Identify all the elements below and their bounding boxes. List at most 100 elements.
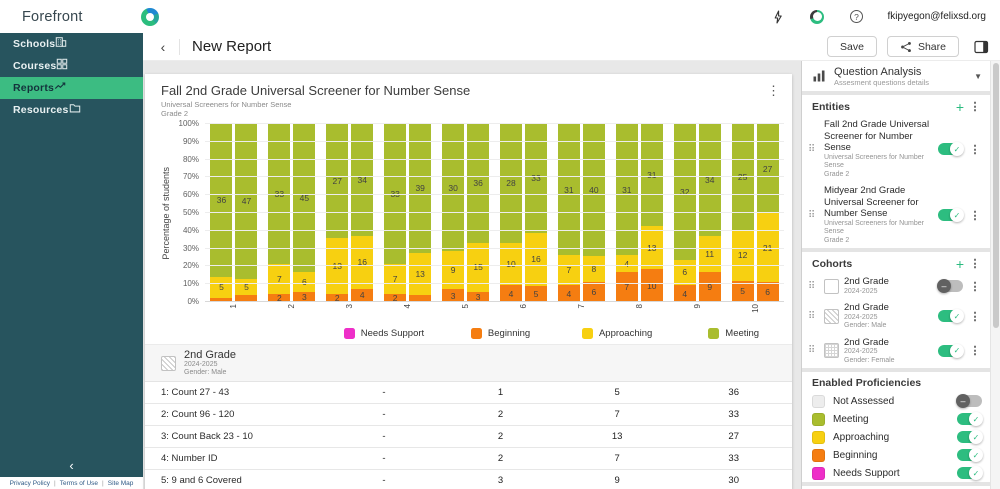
stacked-bar[interactable]: 30 9 3	[442, 124, 465, 302]
privacy-policy-link[interactable]: Privacy Policy	[9, 479, 51, 487]
stacked-bar[interactable]: 34 16 4	[351, 124, 374, 302]
drag-handle-icon[interactable]: ⠿	[808, 310, 816, 322]
toggle-on[interactable]: ✓	[957, 412, 983, 426]
cohort-menu-kebab-icon[interactable]: ⋮	[969, 345, 981, 358]
save-button[interactable]: Save	[827, 36, 877, 57]
segment-value: 28	[506, 178, 516, 189]
stacked-bar[interactable]: 33 7 2	[268, 124, 291, 303]
toggle-on[interactable]: ✓	[938, 208, 964, 222]
proficiency-item[interactable]: Needs Support ✓	[802, 464, 990, 482]
user-email[interactable]: fkipyegon@felixsd.org	[887, 11, 986, 22]
scrollbar-thumb[interactable]	[992, 63, 999, 328]
resources-icon	[69, 101, 81, 119]
stacked-bar[interactable]: 45 6 3	[293, 124, 316, 302]
share-button[interactable]: Share	[886, 36, 959, 57]
lightning-icon[interactable]	[770, 9, 786, 25]
toggle-on[interactable]: ✓	[957, 448, 983, 462]
toggle-off[interactable]: –	[937, 279, 963, 293]
table-row[interactable]: 2: Count 96 - 120 - 2 7 33	[145, 404, 792, 426]
stacked-bar[interactable]: 31 7 4	[557, 124, 580, 302]
stacked-bar[interactable]: 47 5	[235, 124, 258, 302]
stacked-bar[interactable]: 28 10 4	[499, 124, 522, 302]
table-row[interactable]: 1: Count 27 - 43 - 1 5 36	[145, 382, 792, 404]
cohort-gender: Gender: Male	[184, 369, 227, 376]
legend-label: Approaching	[598, 328, 653, 339]
toggle-on[interactable]: ✓	[938, 309, 964, 324]
back-button[interactable]: ‹	[160, 38, 166, 55]
help-icon[interactable]: ?	[848, 9, 864, 25]
table-row[interactable]: 3: Count Back 23 - 10 - 2 13 27	[145, 426, 792, 448]
question-label: 4: Number ID	[161, 453, 218, 464]
add-cohort-button[interactable]: +	[955, 255, 965, 272]
segment-value: 7	[624, 282, 630, 293]
stacked-bar[interactable]: 39 13	[409, 124, 432, 302]
proficiency-item[interactable]: Beginning ✓	[802, 446, 990, 464]
segment-value: 33	[390, 189, 399, 199]
sidebar-item-resources[interactable]: Resources	[0, 99, 143, 121]
site-map-link[interactable]: Site Map	[107, 479, 134, 487]
entity-menu-kebab-icon[interactable]: ⋮	[969, 209, 981, 222]
stacked-bar[interactable]: 40 8 6	[582, 124, 605, 302]
drag-handle-icon[interactable]: ⠿	[808, 345, 816, 357]
proficiency-item[interactable]: Approaching ✓	[802, 428, 990, 446]
check-icon: ✓	[950, 309, 964, 324]
proficiency-item[interactable]: Not Assessed –	[802, 392, 990, 410]
card-menu-kebab-icon[interactable]: ⋮	[767, 83, 780, 98]
cell-needs_support: -	[382, 431, 386, 442]
drag-handle-icon[interactable]: ⠿	[808, 209, 816, 221]
stacked-bar[interactable]: 36 15 3	[467, 124, 490, 302]
proficiency-item[interactable]: Meeting ✓	[802, 410, 990, 428]
cohort-item[interactable]: ⠿ 2nd Grade 2024-2025 Gender: Male ✓ ⋮	[802, 299, 990, 334]
panel-scrollbar[interactable]	[990, 61, 1000, 489]
toggle-on[interactable]: ✓	[957, 430, 983, 444]
gridline	[205, 140, 784, 142]
cohort-menu-kebab-icon[interactable]: ⋮	[969, 280, 981, 293]
stacked-bar[interactable]: 36 5	[210, 124, 233, 302]
sidebar-item-schools[interactable]: Schools	[0, 33, 143, 55]
cell-meeting: 36	[728, 387, 739, 398]
entities-menu-kebab-icon[interactable]: ⋮	[969, 101, 981, 113]
stacked-bar[interactable]: 31 13 10	[640, 124, 663, 302]
terms-of-use-link[interactable]: Terms of Use	[59, 479, 99, 487]
stacked-bar[interactable]: 27132	[326, 124, 349, 303]
y-tick-label: 20%	[182, 261, 199, 271]
cohort-item[interactable]: ⠿ 2nd Grade 2024-2025 Gender: Female ✓ ⋮	[802, 334, 990, 369]
stacked-bar[interactable]: 33 16 5	[524, 124, 547, 302]
x-tick-5: 5	[437, 304, 495, 323]
toggle-off[interactable]: –	[956, 394, 982, 408]
entity-item[interactable]: ⠿ Midyear 2nd Grade Universal Screener fo…	[802, 182, 990, 248]
sidebar-collapse-button[interactable]: ‹	[69, 457, 74, 473]
cohort-menu-kebab-icon[interactable]: ⋮	[969, 310, 981, 323]
stacked-bar[interactable]: 34 11 9	[698, 124, 721, 302]
drag-handle-icon[interactable]: ⠿	[808, 280, 816, 292]
toggle-on[interactable]: ✓	[938, 343, 964, 358]
sidebar-item-courses[interactable]: Courses	[0, 55, 143, 77]
toggle-on[interactable]: ✓	[938, 142, 964, 156]
drag-handle-icon[interactable]: ⠿	[808, 143, 816, 155]
stacked-bar[interactable]: 31 4 7	[615, 124, 638, 302]
report-type-selector[interactable]: Question Analysis Assesment questions de…	[802, 61, 990, 91]
cohort-title: 2nd Grade	[844, 302, 889, 313]
bar-group-2: 33 7 2 45 6 3	[263, 124, 321, 303]
stacked-bar[interactable]: 32 6 4	[673, 124, 696, 302]
entity-menu-kebab-icon[interactable]: ⋮	[969, 143, 981, 156]
segment-approaching: 12	[731, 229, 754, 281]
proficiency-swatch	[812, 412, 825, 426]
stacked-bar[interactable]: 33 7 2	[384, 124, 407, 303]
entities-section-header: Entities + ⋮	[812, 98, 981, 115]
entity-item[interactable]: ⠿ Fall 2nd Grade Universal Screener for N…	[802, 116, 990, 182]
segment-meeting: 31	[640, 124, 663, 227]
segment-value: 34	[704, 175, 715, 186]
cohorts-menu-kebab-icon[interactable]: ⋮	[969, 258, 981, 270]
stacked-bar[interactable]: 25125	[731, 124, 754, 302]
sidebar-item-reports[interactable]: Reports	[0, 77, 143, 99]
add-entity-button[interactable]: +	[955, 98, 965, 115]
panel-toggle-icon[interactable]	[973, 39, 990, 55]
cohort-item[interactable]: ⠿ 2nd Grade 2024-2025– ⋮	[802, 273, 990, 299]
account-status-icon[interactable]	[809, 9, 825, 25]
stacked-bar[interactable]: 27 21 6	[756, 124, 779, 302]
table-row[interactable]: 4: Number ID - 2 7 33	[145, 448, 792, 470]
table-row[interactable]: 5: 9 and 6 Covered - 3 9 30	[145, 470, 792, 489]
cohort-text: 2nd Grade 2024-2025 Gender: Male	[844, 302, 933, 331]
toggle-on[interactable]: ✓	[957, 466, 983, 480]
